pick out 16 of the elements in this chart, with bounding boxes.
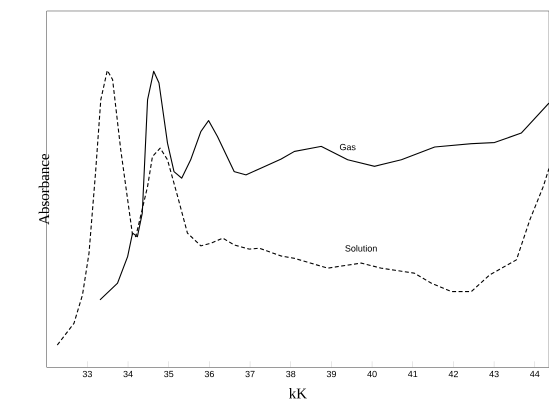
series-label: Solution [345,244,377,252]
x-tick-label: 42 [448,370,458,378]
x-tick-label: 35 [164,370,174,378]
x-axis-title: kK [289,388,307,398]
x-tick-label: 36 [204,370,214,378]
series-label: Gas [340,144,356,150]
x-tick-label: 37 [245,370,255,378]
x-tick-label: 38 [286,370,296,378]
x-tick-label: 44 [530,370,540,377]
y-axis-title: Absorbance [38,154,50,225]
x-tick-label: 43 [489,370,499,378]
x-tick-label: 40 [367,370,377,378]
x-tick-label: 34 [123,370,133,378]
x-tick-label: 41 [408,370,418,377]
x-tick-label: 39 [326,370,336,378]
x-tick-label: 33 [82,370,92,378]
